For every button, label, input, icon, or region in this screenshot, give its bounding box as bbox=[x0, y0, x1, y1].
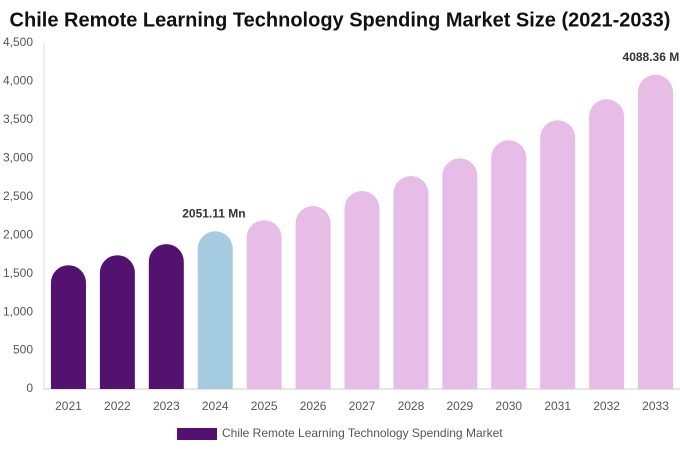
bar bbox=[50, 265, 86, 389]
x-tick-label: 2021 bbox=[55, 399, 82, 413]
x-tick-label: 2025 bbox=[251, 399, 278, 413]
y-tick-label: 2,500 bbox=[3, 189, 33, 203]
x-tick-label: 2032 bbox=[593, 399, 620, 413]
bar bbox=[540, 120, 576, 390]
bar bbox=[491, 140, 527, 389]
x-tick-label: 2030 bbox=[495, 399, 522, 413]
x-tick-label: 2024 bbox=[202, 399, 229, 413]
x-tick-label: 2027 bbox=[349, 399, 376, 413]
y-tick-label: 3,000 bbox=[3, 151, 33, 165]
y-tick-label: 4,000 bbox=[3, 74, 33, 88]
bar bbox=[99, 255, 135, 389]
y-tick-label: 3,500 bbox=[3, 112, 33, 126]
bar bbox=[442, 158, 478, 389]
y-tick-label: 1,000 bbox=[3, 304, 33, 318]
bar bbox=[295, 206, 331, 389]
x-tick-label: 2023 bbox=[153, 399, 180, 413]
legend-swatch bbox=[177, 428, 217, 440]
y-tick-label: 4,500 bbox=[3, 35, 33, 49]
x-tick-label: 2033 bbox=[642, 399, 669, 413]
y-tick-label: 2,000 bbox=[3, 227, 33, 241]
y-tick-label: 500 bbox=[13, 343, 33, 357]
x-tick-label: 2026 bbox=[300, 399, 327, 413]
y-tick-label: 1,500 bbox=[3, 266, 33, 280]
x-tick-label: 2031 bbox=[544, 399, 571, 413]
y-tick-label: 0 bbox=[26, 381, 33, 395]
chart-title: Chile Remote Learning Technology Spendin… bbox=[10, 9, 671, 31]
x-tick-label: 2022 bbox=[104, 399, 131, 413]
bar bbox=[589, 99, 625, 389]
bar bbox=[344, 191, 380, 389]
x-tick-label: 2028 bbox=[398, 399, 425, 413]
x-tick-label: 2029 bbox=[446, 399, 473, 413]
bar bbox=[246, 220, 282, 389]
legend-label: Chile Remote Learning Technology Spendin… bbox=[222, 426, 503, 440]
value-label: 2051.11 Mn bbox=[182, 206, 245, 220]
bar bbox=[638, 74, 674, 389]
bar bbox=[148, 244, 184, 389]
bar bbox=[393, 176, 429, 389]
bar bbox=[197, 231, 233, 389]
value-label: 4088.36 Mn bbox=[623, 50, 680, 64]
